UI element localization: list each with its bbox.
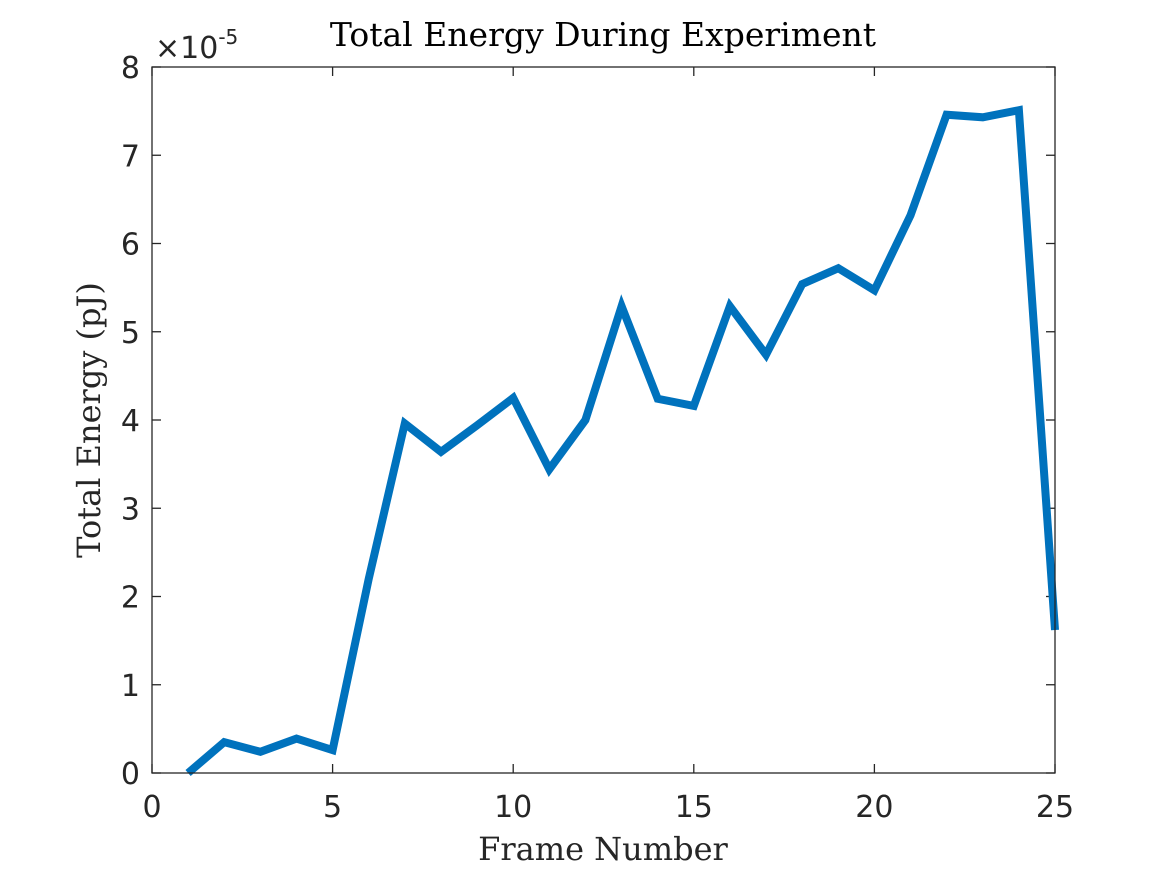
axis-ticks [151,66,1056,774]
y-tick-label: 3 [121,492,140,527]
y-exponent-power: -5 [218,25,238,49]
x-tick-label: 0 [142,790,161,825]
x-tick-label: 25 [1036,790,1074,825]
x-axis-label: Frame Number [478,830,728,868]
x-tick-label: 5 [323,790,342,825]
y-tick-label: 7 [121,139,140,174]
y-tick-label: 4 [121,404,140,439]
x-tick-label: 20 [855,790,893,825]
x-tick-label: 15 [675,790,713,825]
tick-labels: 0 5 10 15 20 25 0 1 2 3 4 5 6 7 8 [121,51,1074,825]
y-axis-label: Total Energy (pJ) [70,282,108,558]
data-series [185,105,1059,777]
y-tick-label: 2 [121,581,140,616]
plot-area-frame [151,66,1056,774]
y-tick-label: 8 [121,51,140,86]
y-tick-label: 6 [121,228,140,263]
y-exponent-base: ×10 [155,31,218,66]
chart-title: Total Energy During Experiment [330,15,876,54]
series-line [185,105,1059,777]
y-tick-label: 0 [121,757,140,792]
y-tick-label: 5 [121,316,140,351]
y-axis-exponent: ×10-5 [155,25,238,66]
y-tick-label: 1 [121,669,140,704]
x-tick-label: 10 [494,790,532,825]
